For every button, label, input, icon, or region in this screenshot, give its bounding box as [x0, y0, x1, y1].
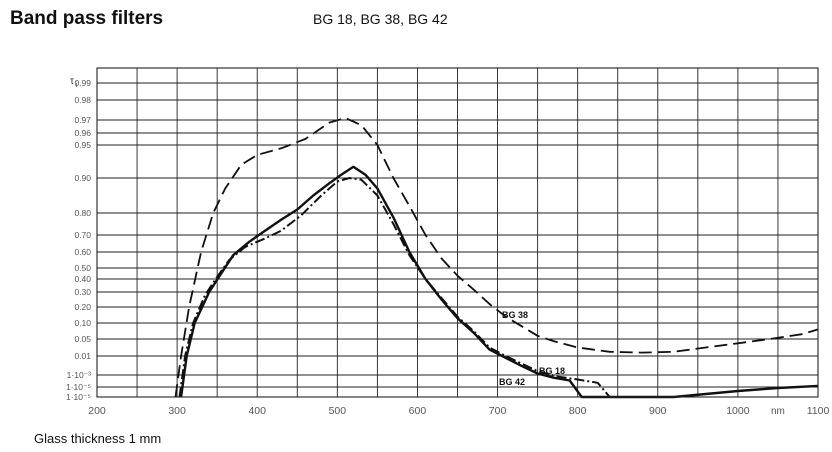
chart-title: Band pass filters — [10, 8, 164, 29]
x-tick-label: 800 — [569, 405, 587, 417]
glass-thickness-note: Glass thickness 1 mm — [34, 431, 162, 446]
series-lines — [174, 117, 819, 399]
y-tick-label: 0.90 — [74, 173, 91, 183]
y-tick-label: 0.20 — [74, 302, 91, 312]
y-axis-symbol: τ — [70, 76, 74, 87]
y-axis-labels: 0.99 0.98 0.97 0.96 0.95 0.90 0.80 0.70 0.60 0.50… — [66, 78, 91, 402]
x-tick-label: 1000 — [726, 405, 750, 417]
series-label-bg-42: BG 42 — [499, 377, 525, 387]
series-label-bg-38: BG 38 — [502, 310, 528, 320]
y-tick-label: 0.70 — [74, 230, 91, 240]
y-tick-label: 0.97 — [74, 115, 91, 125]
y-tick-label: 0.98 — [74, 95, 91, 105]
y-tick-label: 0.80 — [74, 208, 91, 218]
x-tick-label: 600 — [409, 405, 427, 417]
x-tick-label: 900 — [649, 405, 667, 417]
series-line-bg-18 — [179, 165, 819, 399]
x-tick-label: 300 — [168, 405, 186, 417]
plot-frame — [96, 67, 819, 398]
y-tick-label: 1·10⁻³ — [67, 370, 91, 380]
y-tick-label: 1·10⁻⁵ — [66, 382, 91, 392]
y-tick-label: 1·10⁻⁵ — [66, 392, 91, 402]
y-tick-label: 0.01 — [74, 351, 91, 361]
chart-subtitle: BG 18, BG 38, BG 42 — [313, 11, 448, 27]
series-label-bg-18: BG 18 — [539, 366, 565, 376]
x-tick-label: 1100 — [807, 405, 830, 417]
y-tick-label: 0.60 — [74, 247, 91, 257]
x-tick-label: 700 — [489, 405, 507, 417]
y-tick-label: 0.10 — [74, 318, 91, 328]
x-tick-label: 200 — [88, 405, 106, 417]
y-axis-symbol-subscript: i — [76, 82, 78, 89]
series-labels: BG 38 BG 18 BG 42 — [499, 310, 565, 387]
y-tick-label: 0.96 — [74, 128, 91, 138]
x-tick-label: 400 — [248, 405, 266, 417]
y-tick-label: 0.50 — [74, 263, 91, 273]
series-line-bg-42 — [178, 177, 611, 398]
grid — [97, 68, 818, 398]
series-line-bg-38 — [174, 117, 819, 398]
x-tick-label: 500 — [329, 405, 347, 417]
y-tick-label: 0.40 — [74, 274, 91, 284]
y-tick-label: 0.05 — [74, 334, 91, 344]
y-tick-label: 0.30 — [74, 287, 91, 297]
x-axis-labels: 200 300 400 500 600 700 800 900 1000 1100 — [88, 405, 829, 417]
x-axis-unit: nm — [771, 406, 785, 417]
y-tick-label: 0.99 — [74, 78, 91, 88]
y-tick-label: 0.95 — [74, 140, 91, 150]
